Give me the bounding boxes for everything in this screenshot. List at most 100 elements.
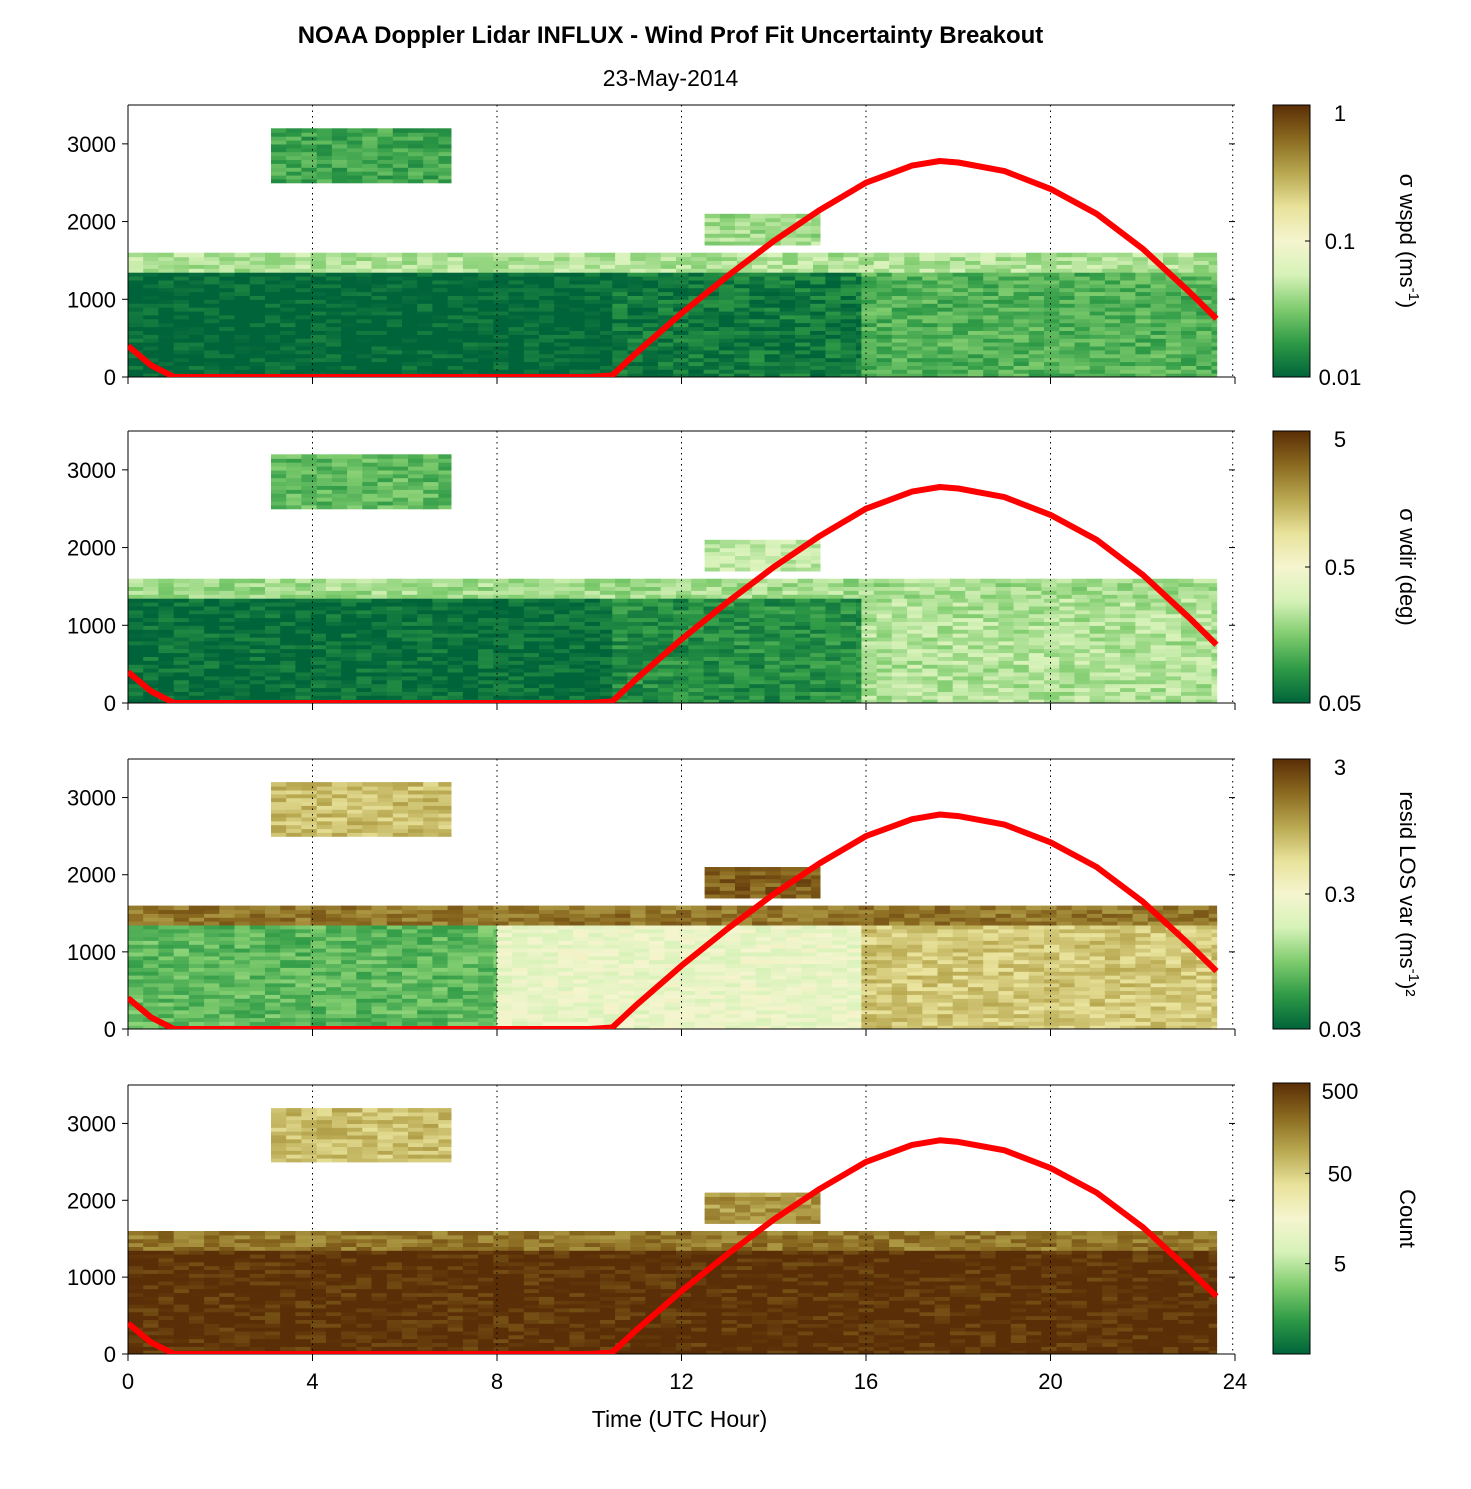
heatmap-cell [584, 260, 601, 265]
heatmap-cell [584, 602, 601, 607]
heatmap-cell [331, 143, 348, 149]
heatmap-cell [310, 602, 327, 607]
colorbar-label: σ wspd (ms-1) [1395, 174, 1422, 309]
heatmap-cell [642, 671, 659, 677]
heatmap-cell [417, 636, 433, 642]
heatmap-cell [983, 314, 999, 320]
heatmap-cell [438, 167, 452, 172]
heatmap-cell [1044, 369, 1060, 374]
heatmap-cell [1165, 299, 1182, 304]
heatmap-cell [188, 578, 205, 584]
heatmap-cell [811, 217, 821, 223]
heatmap-cell [1028, 276, 1045, 281]
heatmap-cell [749, 349, 766, 355]
heatmap-cell [204, 299, 220, 304]
heatmap-cell [523, 357, 540, 363]
heatmap-cell [855, 303, 862, 308]
heatmap-cell [493, 671, 510, 677]
heatmap-cell [325, 330, 342, 335]
heatmap-cell [840, 633, 857, 638]
heatmap-cell [523, 625, 540, 630]
heatmap-cell [1196, 598, 1213, 603]
heatmap-cell [447, 303, 464, 308]
heatmap-cell [1059, 609, 1076, 615]
heatmap-cell [462, 349, 479, 355]
heatmap-cell [280, 652, 296, 657]
heatmap-cell [855, 279, 862, 285]
heatmap-cell [158, 322, 175, 328]
heatmap-cell [539, 295, 555, 300]
heatmap-cell [265, 295, 281, 300]
heatmap-cell [402, 590, 418, 595]
heatmap-cell [937, 633, 954, 638]
heatmap-cell [749, 617, 766, 622]
heatmap-cell [204, 338, 220, 343]
heatmap-cell [891, 326, 908, 331]
heatmap-cell [599, 602, 613, 607]
heatmap-cell [569, 361, 586, 366]
heatmap-cell [310, 303, 327, 308]
heatmap-cell [143, 586, 159, 591]
heatmap-cell [1089, 369, 1106, 374]
heatmap-cell [265, 671, 281, 677]
heatmap-cell [1135, 652, 1152, 657]
heatmap-cell [1013, 369, 1030, 374]
heatmap-cell [1211, 373, 1218, 377]
heatmap-cell [1059, 668, 1076, 673]
heatmap-cell [158, 338, 175, 343]
heatmap-cell [325, 314, 342, 320]
heatmap-cell [599, 318, 613, 324]
heatmap-cell [392, 143, 409, 149]
heatmap-cell [967, 287, 984, 293]
heatmap-cell [1211, 369, 1218, 374]
heatmap-cell [417, 613, 433, 619]
heatmap-cell [1013, 330, 1030, 335]
heatmap-cell [265, 299, 281, 304]
heatmap-cell [718, 303, 735, 308]
heatmap-cell [630, 590, 647, 595]
heatmap-cell [402, 613, 418, 619]
heatmap-cell [584, 660, 601, 665]
heatmap-cell [937, 365, 954, 370]
heatmap-cell [779, 609, 796, 615]
heatmap-cell [795, 598, 811, 603]
heatmap-cell [325, 586, 342, 591]
heatmap-cell [280, 279, 296, 285]
heatmap-cell [1120, 617, 1136, 622]
heatmap-cell [234, 310, 251, 316]
heatmap-cell [188, 299, 205, 304]
heatmap-1 [128, 128, 1218, 377]
heatmap-cell [967, 357, 984, 363]
heatmap-cell [325, 322, 342, 328]
heatmap-cell [876, 369, 893, 374]
heatmap-cell [554, 617, 570, 622]
heatmap-cell [1028, 353, 1045, 359]
heatmap-cell [280, 621, 296, 626]
heatmap-cell [642, 679, 659, 685]
heatmap-cell [508, 276, 525, 281]
heatmap-cell [143, 353, 159, 359]
heatmap-cell [188, 636, 205, 642]
heatmap-cell [1135, 671, 1152, 677]
heatmap-cell [703, 334, 720, 339]
heatmap-cell [703, 357, 720, 363]
heatmap-cell [280, 594, 296, 599]
heatmap-cell [1196, 625, 1213, 630]
heatmap-cell [658, 279, 674, 285]
heatmap-cell [417, 268, 433, 273]
heatmap-cell [341, 675, 357, 681]
heatmap-cell [795, 233, 812, 238]
heatmap-cell [1028, 644, 1045, 650]
heatmap-cell [627, 369, 644, 374]
heatmap-cell [779, 660, 796, 665]
heatmap-cell [386, 695, 403, 700]
heatmap-cell [642, 295, 659, 300]
heatmap-cell [523, 279, 540, 285]
heatmap-cell [249, 260, 266, 265]
heatmap-cell [478, 314, 494, 320]
heatmap-cell [1028, 349, 1045, 355]
heatmap-cell [539, 594, 555, 599]
heatmap-cell [508, 586, 525, 591]
heatmap-cell [1135, 342, 1152, 347]
heatmap-cell [158, 365, 175, 370]
